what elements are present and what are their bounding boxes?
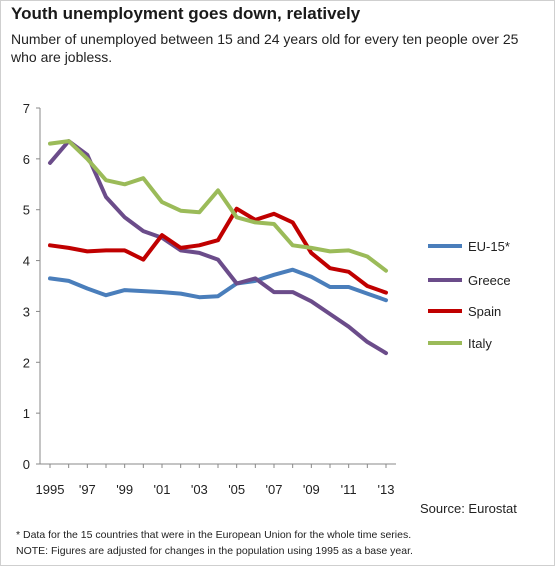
series-line-eu15 [48, 267, 388, 303]
x-tick-label: '11 [341, 482, 357, 497]
y-tick-label: 1 [23, 406, 30, 421]
footnote-adjustment: NOTE: Figures are adjusted for changes i… [16, 545, 413, 557]
source-note: Source: Eurostat [420, 501, 517, 516]
x-tick-label: '01 [154, 482, 171, 497]
series-line-italy [48, 139, 388, 273]
series-line-spain [48, 206, 388, 295]
legend-label-greece: Greece [468, 273, 511, 288]
y-tick-label: 4 [23, 254, 30, 269]
chart-title: Youth unemployment goes down, relatively [11, 4, 361, 23]
x-tick-label: '97 [79, 482, 96, 497]
x-tick-label: '07 [266, 482, 283, 497]
legend-label-spain: Spain [468, 304, 501, 319]
x-tick-label: '05 [228, 482, 245, 497]
chart-subtitle: Number of unemployed between 15 and 24 y… [11, 31, 519, 65]
y-tick-label: 7 [23, 101, 30, 116]
x-tick-label: '09 [303, 482, 320, 497]
x-tick-label: '13 [378, 482, 395, 497]
footnotes: * Data for the 15 countries that were in… [16, 527, 413, 559]
x-tick-label: 1995 [36, 482, 65, 497]
y-tick-label: 5 [23, 203, 30, 218]
x-tick-label: '03 [191, 482, 208, 497]
x-tick-label: '99 [116, 482, 133, 497]
footnote-eu15: * Data for the 15 countries that were in… [16, 529, 412, 541]
legend-label-eu15: EU-15* [468, 239, 510, 254]
y-tick-label: 6 [23, 152, 30, 167]
y-tick-label: 2 [23, 355, 30, 370]
y-tick-label: 0 [23, 457, 30, 472]
y-tick-label: 3 [23, 304, 30, 319]
series-line-greece [48, 139, 388, 356]
legend-label-italy: Italy [468, 336, 492, 351]
